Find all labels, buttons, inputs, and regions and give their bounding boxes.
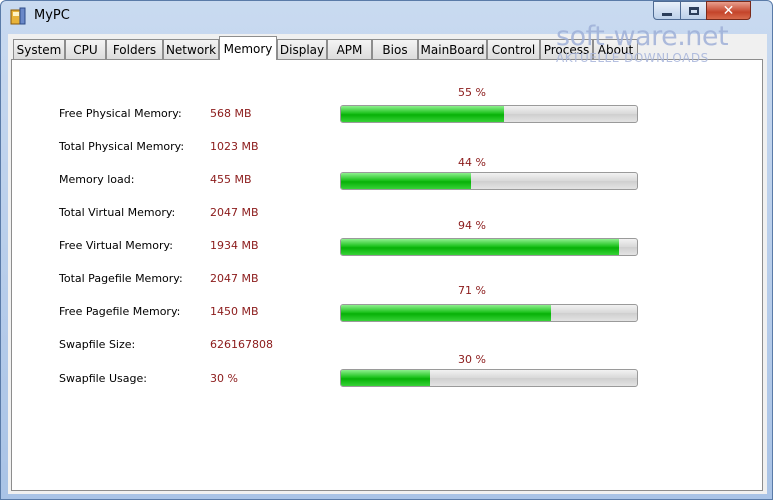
progress-fill bbox=[341, 239, 620, 255]
tab-bios[interactable]: Bios bbox=[372, 39, 418, 59]
tab-control[interactable]: Control bbox=[487, 39, 540, 59]
progress-label-swapfile-usage: 30 % bbox=[458, 353, 486, 366]
tab-folders[interactable]: Folders bbox=[106, 39, 163, 59]
client-area: System CPU Folders Network Memory Displa… bbox=[8, 34, 767, 494]
tab-apm[interactable]: APM bbox=[327, 39, 372, 59]
label-free-virtual-memory: Free Virtual Memory: bbox=[59, 239, 173, 252]
progress-bar-free-pagefile bbox=[340, 304, 638, 322]
value-total-virtual-memory: 2047 MB bbox=[210, 206, 259, 219]
tab-display[interactable]: Display bbox=[277, 39, 327, 59]
progress-label-free-virtual: 94 % bbox=[458, 219, 486, 232]
tab-process[interactable]: Process bbox=[540, 39, 593, 59]
minimize-icon bbox=[662, 13, 672, 16]
value-free-pagefile-memory: 1450 MB bbox=[210, 305, 259, 318]
value-free-physical-memory: 568 MB bbox=[210, 107, 252, 120]
progress-bar-swapfile-usage bbox=[340, 369, 638, 387]
memory-panel: Free Physical Memory: 568 MB Total Physi… bbox=[11, 59, 763, 491]
tab-network[interactable]: Network bbox=[163, 39, 219, 59]
progress-label-free-physical: 55 % bbox=[458, 86, 486, 99]
progress-fill bbox=[341, 305, 552, 321]
value-swapfile-usage: 30 % bbox=[210, 372, 238, 385]
label-total-pagefile-memory: Total Pagefile Memory: bbox=[59, 272, 183, 285]
progress-fill bbox=[341, 106, 504, 122]
tab-system[interactable]: System bbox=[13, 39, 65, 59]
progress-label-free-pagefile: 71 % bbox=[458, 284, 486, 297]
progress-label-memory-load: 44 % bbox=[458, 156, 486, 169]
value-free-virtual-memory: 1934 MB bbox=[210, 239, 259, 252]
tab-about[interactable]: About bbox=[593, 39, 638, 59]
label-free-physical-memory: Free Physical Memory: bbox=[59, 107, 182, 120]
watermark-subtitle: AKTUELLE DOWNLOADS bbox=[556, 51, 709, 65]
watermark: soft-ware.net AKTUELLE DOWNLOADS bbox=[556, 21, 729, 66]
tab-mainboard[interactable]: MainBoard bbox=[418, 39, 487, 59]
progress-bar-memory-load bbox=[340, 172, 638, 190]
label-swapfile-usage: Swapfile Usage: bbox=[59, 372, 147, 385]
close-icon: ✕ bbox=[722, 2, 735, 19]
value-total-pagefile-memory: 2047 MB bbox=[210, 272, 259, 285]
progress-bar-free-physical bbox=[340, 105, 638, 123]
label-free-pagefile-memory: Free Pagefile Memory: bbox=[59, 305, 181, 318]
value-swapfile-size: 626167808 bbox=[210, 338, 273, 351]
tab-strip: System CPU Folders Network Memory Displa… bbox=[11, 36, 763, 60]
title-bar[interactable]: MyPC ✕ bbox=[1, 1, 772, 31]
tab-memory[interactable]: Memory bbox=[219, 36, 277, 60]
window-title: MyPC bbox=[34, 8, 70, 23]
maximize-icon bbox=[688, 6, 699, 15]
progress-bar-free-virtual bbox=[340, 238, 638, 256]
value-total-physical-memory: 1023 MB bbox=[210, 140, 259, 153]
label-swapfile-size: Swapfile Size: bbox=[59, 338, 136, 351]
label-memory-load: Memory load: bbox=[59, 173, 135, 186]
tab-cpu[interactable]: CPU bbox=[65, 39, 106, 59]
progress-fill bbox=[341, 173, 472, 189]
maximize-button[interactable] bbox=[680, 1, 707, 20]
progress-fill bbox=[341, 370, 430, 386]
label-total-physical-memory: Total Physical Memory: bbox=[59, 140, 185, 153]
label-total-virtual-memory: Total Virtual Memory: bbox=[59, 206, 176, 219]
close-button[interactable]: ✕ bbox=[706, 1, 751, 20]
app-icon bbox=[10, 7, 26, 25]
watermark-text: soft-ware.net bbox=[556, 21, 729, 52]
minimize-button[interactable] bbox=[653, 1, 681, 20]
value-memory-load: 455 MB bbox=[210, 173, 252, 186]
